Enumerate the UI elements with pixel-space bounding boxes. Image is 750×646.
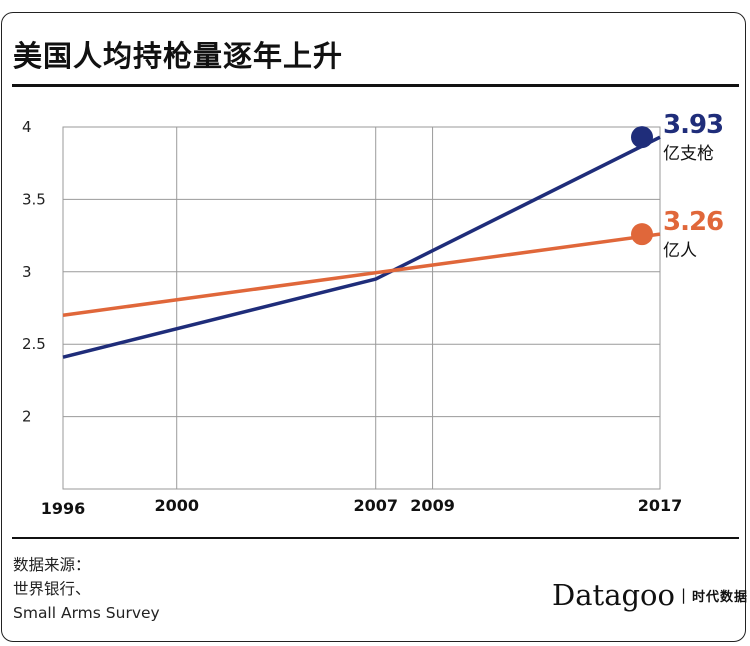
chart-card: [1, 12, 746, 642]
source-line-2: Small Arms Survey: [13, 604, 160, 622]
x-tick-label: 2017: [638, 496, 683, 515]
title-divider: [12, 84, 739, 87]
source-line-1: 世界银行、: [13, 580, 91, 598]
series-end-marker: [631, 223, 653, 246]
source-label: 数据来源：: [13, 556, 91, 574]
y-tick-label: 3: [22, 263, 32, 281]
brand-logo: Datagoo | 时代数据: [552, 578, 748, 612]
plot-frame: [62, 126, 661, 490]
x-tick-label: 2007: [353, 496, 398, 515]
y-tick-label: 3.5: [22, 190, 46, 208]
x-tick-label: 1996: [41, 499, 86, 518]
x-tick-label: 2000: [154, 496, 199, 515]
brand-subtitle: 时代数据: [692, 589, 749, 605]
brand-name: Datagoo: [552, 578, 675, 612]
series-end-value: 3.93: [663, 110, 723, 140]
series-line: [62, 232, 661, 317]
series-end-value: 3.26: [663, 207, 723, 237]
x-tick-label: 2009: [410, 496, 455, 515]
y-tick-label: 4: [22, 118, 32, 136]
source-note: 数据来源： 世界银行、 Small Arms Survey: [13, 553, 160, 625]
series-end-unit: 亿人: [663, 241, 697, 261]
series-line: [62, 135, 661, 359]
series-end-unit: 亿支枪: [663, 144, 714, 164]
y-tick-label: 2.5: [22, 335, 46, 353]
brand-separator: |: [680, 586, 687, 604]
page-title: 美国人均持枪量逐年上升: [13, 39, 344, 73]
series-end-marker: [631, 126, 653, 149]
y-tick-label: 2: [22, 408, 32, 426]
footer-divider: [12, 537, 739, 539]
